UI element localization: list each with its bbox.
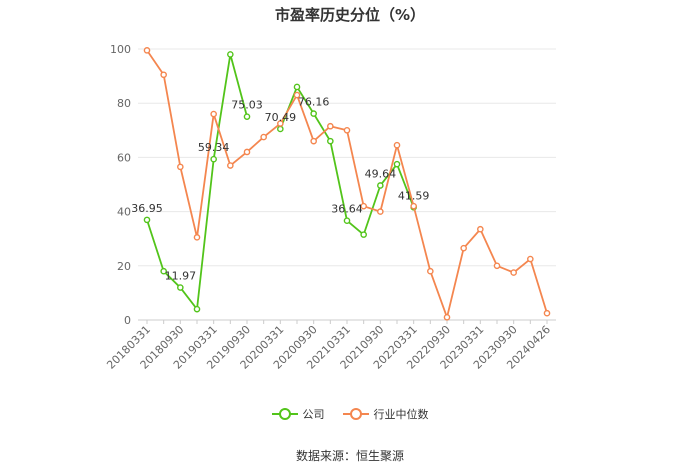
data-point-company [277, 125, 284, 133]
data-point-industry-median [443, 313, 451, 321]
chart-title: 市盈率历史分位（%） [274, 6, 426, 24]
legend-item-industry-median[interactable]: 行业中位数 [342, 406, 429, 422]
data-point-industry-median [227, 162, 234, 169]
data-point-industry-median [393, 141, 401, 149]
data-point-industry-median [360, 202, 367, 210]
data-point-company [143, 216, 151, 224]
data-point-industry-median [477, 225, 484, 233]
series-lines [143, 47, 551, 321]
legend-swatch-industry-median [342, 408, 369, 420]
data-source: 数据来源：恒生聚源 [295, 449, 404, 463]
legend-swatch-company [271, 408, 298, 420]
legend-label-company: 公司 [302, 408, 325, 421]
data-point-industry-median [460, 244, 467, 252]
data-point-industry-median [510, 269, 517, 276]
data-point-company [343, 217, 351, 225]
legend-item-company[interactable]: 公司 [271, 406, 325, 422]
data-point-company [227, 51, 234, 58]
data-label-company: 11.97 [165, 270, 197, 283]
data-point-industry-median [310, 137, 317, 145]
data-point-industry-median [210, 110, 217, 118]
data-point-company [377, 182, 384, 189]
y-tick-label: 0 [124, 314, 131, 327]
data-point-industry-median [177, 163, 184, 171]
data-point-industry-median [160, 71, 167, 79]
data-point-company [360, 231, 367, 238]
data-point-industry-median [277, 120, 284, 127]
data-point-industry-median [193, 234, 201, 241]
data-point-company [310, 110, 317, 117]
legend-label-industry-median: 行业中位数 [373, 408, 429, 421]
axes: 0204060801002018033120180930201903312019… [104, 43, 553, 372]
series-line-industry-median [146, 49, 548, 319]
y-tick-label: 80 [117, 97, 131, 110]
data-point-industry-median [527, 255, 534, 263]
data-point-industry-median [493, 262, 501, 270]
data-point-company [393, 160, 401, 168]
data-point-company [210, 155, 217, 163]
data-point-company [243, 113, 251, 120]
data-point-industry-median [260, 133, 267, 141]
data-label-company: 36.95 [131, 202, 163, 215]
data-point-industry-median [543, 309, 551, 317]
data-label-company: 49.64 [365, 167, 397, 180]
data-point-industry-median [327, 122, 334, 130]
y-tick-label: 40 [117, 206, 131, 219]
y-tick-label: 60 [117, 151, 131, 164]
data-label-company: 59.34 [198, 141, 230, 154]
data-point-company [293, 83, 301, 91]
data-label-company: 76.16 [298, 96, 330, 109]
data-point-industry-median [343, 127, 351, 134]
legend: 公司 行业中位数 [0, 406, 700, 422]
data-point-company [327, 137, 334, 145]
data-label-company: 75.03 [231, 99, 263, 112]
y-tick-label: 100 [110, 43, 131, 56]
data-point-industry-median [143, 47, 151, 54]
data-label-company: 41.59 [398, 189, 430, 202]
data-point-company [160, 267, 167, 275]
data-point-industry-median [427, 267, 434, 275]
data-point-industry-median [377, 208, 384, 215]
data-label-company: 36.64 [331, 203, 363, 216]
data-label-company: 70.49 [265, 111, 297, 124]
data-point-industry-median [410, 202, 417, 210]
data-point-company [177, 284, 184, 291]
data-point-industry-median [243, 148, 251, 156]
y-tick-label: 20 [117, 260, 131, 273]
data-point-company [193, 305, 201, 313]
data-point-industry-median [293, 91, 301, 99]
